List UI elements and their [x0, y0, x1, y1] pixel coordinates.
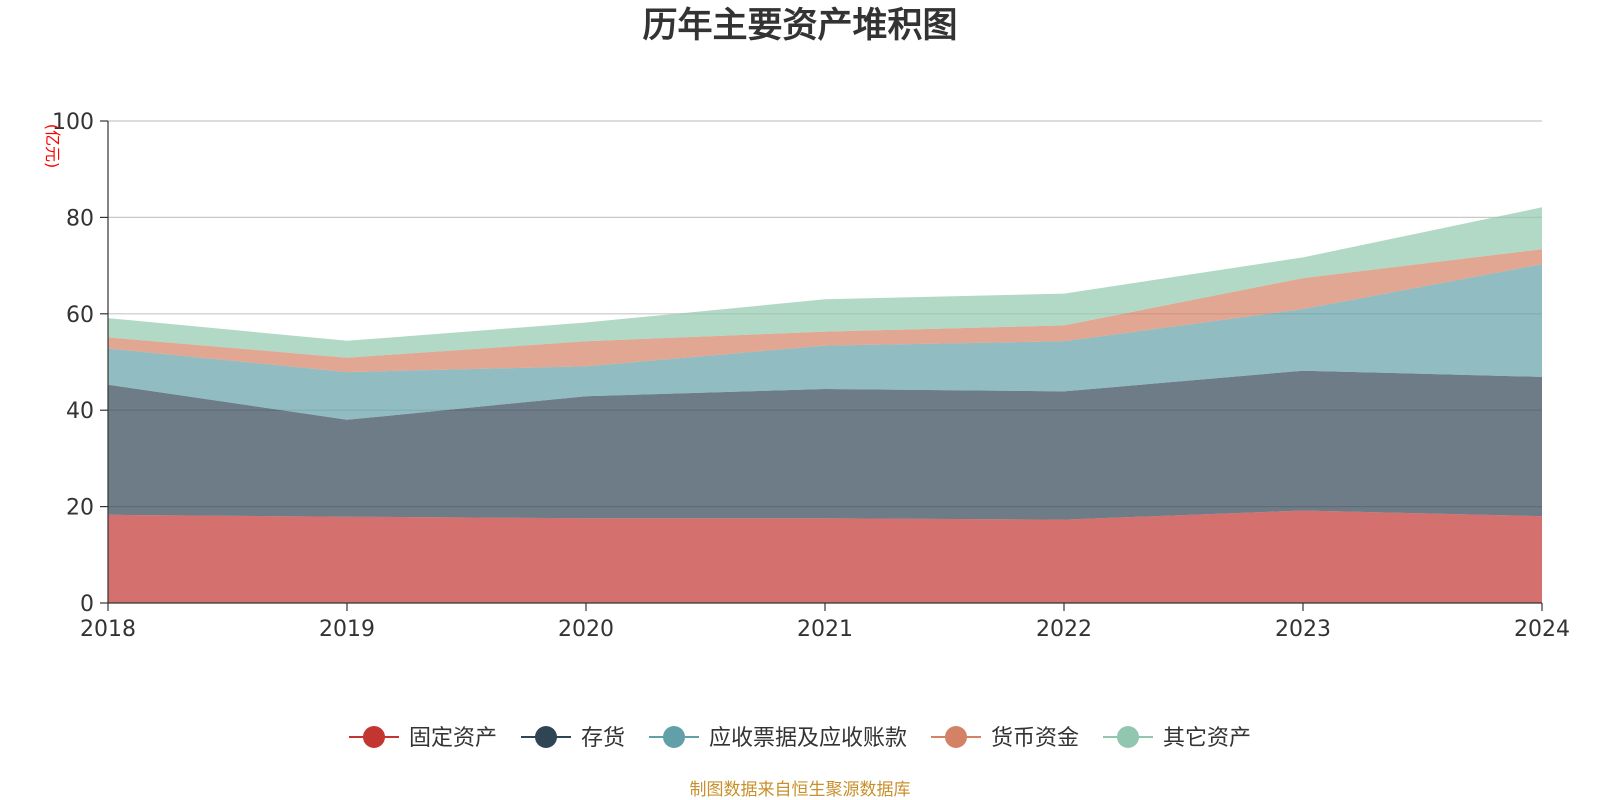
legend-marker	[363, 726, 385, 748]
y-tick-label: 60	[66, 303, 94, 328]
area-series-3	[108, 264, 1542, 420]
x-tick-label: 2024	[1514, 617, 1570, 642]
y-axis-unit-label: (亿元)	[43, 124, 62, 169]
area-series-5	[108, 207, 1542, 358]
legend-marker	[1117, 726, 1139, 748]
legend-item-3: 应收票据及应收账款	[649, 726, 907, 751]
legend-item-2: 存货	[521, 726, 625, 751]
x-tick-label: 2023	[1275, 617, 1331, 642]
y-tick-label: 40	[66, 399, 94, 424]
y-tick-label: 0	[80, 592, 94, 617]
x-tick-label: 2022	[1036, 617, 1092, 642]
legend-label: 应收票据及应收账款	[709, 726, 907, 751]
legend-label: 其它资产	[1163, 726, 1251, 751]
chart-title: 历年主要资产堆积图	[642, 6, 958, 46]
x-tick-label: 2019	[319, 617, 375, 642]
legend-marker	[663, 726, 685, 748]
legend-label: 固定资产	[409, 726, 497, 751]
legend-label: 存货	[581, 726, 625, 751]
area-series-2	[108, 370, 1542, 520]
area-series-1	[108, 510, 1542, 603]
area-series-group	[108, 207, 1542, 603]
x-tick-label: 2020	[558, 617, 614, 642]
y-tick-label: 80	[66, 206, 94, 231]
y-tick-label: 20	[66, 496, 94, 521]
legend-marker	[535, 726, 557, 748]
legend: 固定资产 存货 应收票据及应收账款 货币资金 其它资产	[349, 726, 1251, 751]
data-source-note: 制图数据来自恒生聚源数据库	[689, 780, 911, 800]
x-tick-label: 2021	[797, 617, 853, 642]
legend-marker	[945, 726, 967, 748]
area-series-4	[108, 249, 1542, 373]
legend-item-4: 货币资金	[931, 726, 1079, 751]
x-tick-label: 2018	[80, 617, 136, 642]
axes: 0 20 40 60 80 100 2018 2019 2020 2021 2022 2023 2024…	[43, 110, 1570, 642]
y-tick-label: 100	[52, 110, 94, 135]
legend-item-1: 固定资产	[349, 726, 497, 751]
legend-label: 货币资金	[991, 726, 1079, 751]
legend-item-5: 其它资产	[1103, 726, 1251, 751]
